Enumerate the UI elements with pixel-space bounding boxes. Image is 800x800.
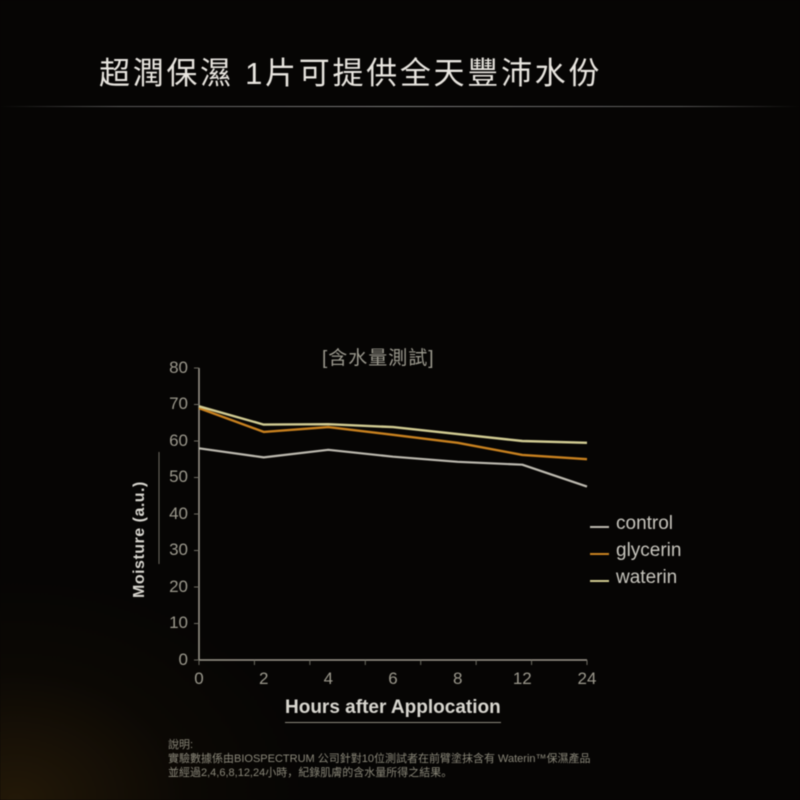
svg-text:6: 6 <box>388 669 397 688</box>
svg-text:60: 60 <box>169 431 188 450</box>
svg-text:12: 12 <box>513 669 532 688</box>
svg-text:80: 80 <box>169 358 188 377</box>
svg-text:2: 2 <box>259 669 268 688</box>
svg-text:50: 50 <box>169 467 188 486</box>
svg-text:40: 40 <box>169 504 188 523</box>
svg-text:20: 20 <box>169 577 188 596</box>
svg-text:24: 24 <box>578 669 597 688</box>
svg-text:0: 0 <box>179 650 188 669</box>
svg-text:8: 8 <box>453 669 462 688</box>
svg-text:70: 70 <box>169 394 188 413</box>
svg-text:4: 4 <box>324 669 333 688</box>
svg-text:0: 0 <box>194 669 203 688</box>
svg-text:10: 10 <box>169 613 188 632</box>
svg-text:30: 30 <box>169 540 188 559</box>
